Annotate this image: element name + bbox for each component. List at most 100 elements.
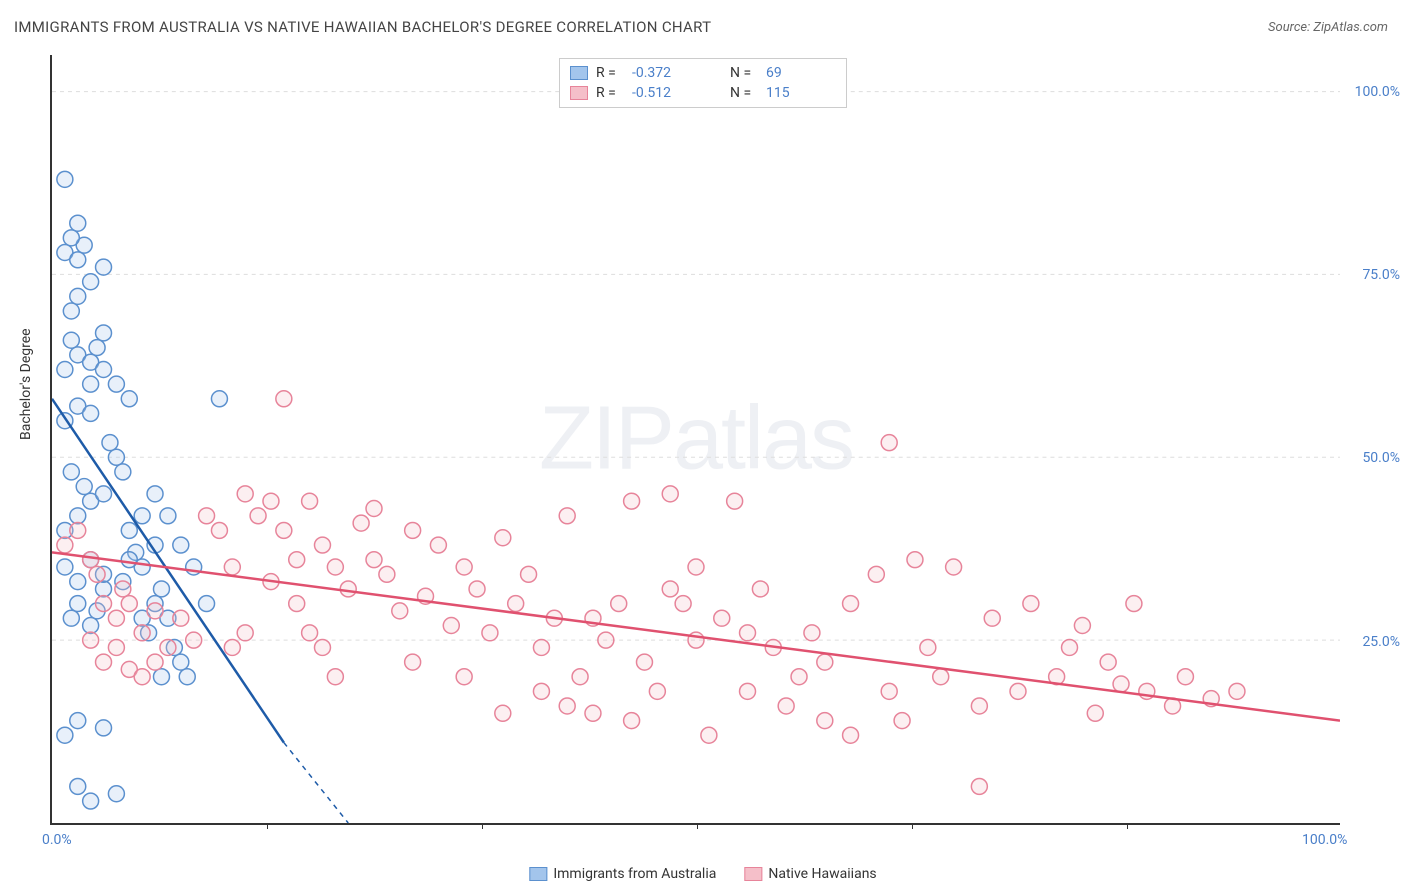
data-point [1074,618,1090,634]
data-point [70,778,86,794]
legend-stats: R = -0.372 N = 69 R = -0.512 N = 115 [559,58,847,108]
data-point [147,603,163,619]
data-point [70,288,86,304]
data-point [405,522,421,538]
data-point [624,713,640,729]
data-point [250,508,266,524]
x-tick-label: 100.0% [1302,832,1347,848]
data-point [649,683,665,699]
data-point [598,632,614,648]
data-point [70,574,86,590]
data-point [276,522,292,538]
legend-stats-row-2: R = -0.512 N = 115 [570,83,836,103]
data-point [83,552,99,568]
data-point [289,596,305,612]
data-point [1100,654,1116,670]
data-point [76,479,92,495]
trend-line-extrapolated [284,743,348,823]
data-point [96,720,112,736]
legend-stats-row-1: R = -0.372 N = 69 [570,63,836,83]
data-point [1010,683,1026,699]
data-point [63,230,79,246]
data-point [456,669,472,685]
data-point [83,632,99,648]
data-point [57,537,73,553]
data-point [289,552,305,568]
x-tick [912,823,913,829]
data-point [121,552,137,568]
data-point [881,683,897,699]
data-point [83,618,99,634]
x-tick [697,823,698,829]
data-point [1126,596,1142,612]
data-point [70,596,86,612]
data-point [585,705,601,721]
data-point [1177,669,1193,685]
source-label: Source: ZipAtlas.com [1268,20,1388,35]
data-point [153,669,169,685]
data-point [96,259,112,275]
data-point [392,603,408,619]
data-point [115,464,131,480]
data-point [533,639,549,655]
data-point [121,522,137,538]
n-label: N = [730,85,758,101]
y-tick-label: 75.0% [1362,267,1400,283]
data-point [134,508,150,524]
n-value-2: 115 [766,85,836,101]
data-point [134,669,150,685]
data-point [456,559,472,575]
n-value-1: 69 [766,65,836,81]
data-point [1062,639,1078,655]
data-point [276,391,292,407]
r-value-1: -0.372 [632,65,722,81]
data-point [83,274,99,290]
data-point [83,793,99,809]
swatch-pink [744,867,762,881]
data-point [63,464,79,480]
data-point [237,486,253,502]
data-point [894,713,910,729]
data-point [572,669,588,685]
data-point [121,596,137,612]
data-point [624,493,640,509]
data-point [340,581,356,597]
data-point [533,683,549,699]
data-point [153,581,169,597]
swatch-blue [529,867,547,881]
data-point [727,493,743,509]
data-point [63,303,79,319]
data-point [559,508,575,524]
data-point [804,625,820,641]
data-point [108,449,124,465]
data-point [1229,683,1245,699]
data-point [662,581,678,597]
data-point [199,508,215,524]
data-point [508,596,524,612]
y-axis-label: Bachelor's Degree [18,328,34,440]
data-point [186,632,202,648]
data-point [778,698,794,714]
data-point [57,559,73,575]
data-point [752,581,768,597]
data-point [521,566,537,582]
data-point [366,501,382,517]
data-point [636,654,652,670]
legend-item-1: Immigrants from Australia [529,866,716,882]
data-point [173,537,189,553]
data-point [115,581,131,597]
data-point [63,610,79,626]
data-point [70,713,86,729]
r-label: R = [596,85,624,101]
data-point [108,786,124,802]
data-point [147,654,163,670]
data-point [134,625,150,641]
data-point [688,559,704,575]
data-point [1113,676,1129,692]
legend-series: Immigrants from Australia Native Hawaiia… [529,866,876,882]
data-point [108,639,124,655]
x-tick [267,823,268,829]
data-point [57,171,73,187]
r-value-2: -0.512 [632,85,722,101]
data-point [740,625,756,641]
